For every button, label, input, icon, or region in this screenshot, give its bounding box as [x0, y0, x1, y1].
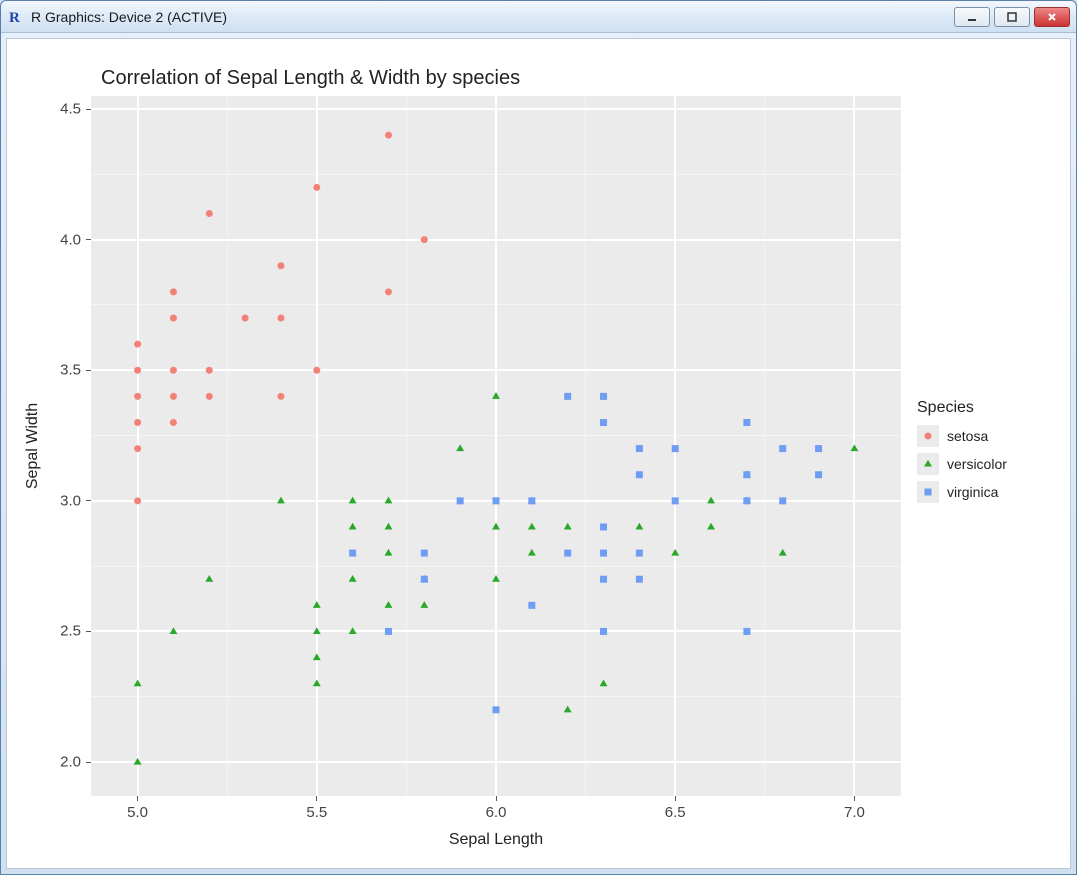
y-tick-label: 4.5: [60, 101, 81, 118]
maximize-button[interactable]: [994, 7, 1030, 27]
x-tick-label: 6.0: [486, 804, 507, 821]
chart-title: Correlation of Sepal Length & Width by s…: [101, 67, 520, 90]
legend-item-versicolor: versicolor: [917, 453, 1007, 475]
y-tick-label: 4.0: [60, 231, 81, 248]
legend-item-virginica: virginica: [917, 481, 1007, 503]
legend-label: virginica: [947, 484, 998, 500]
y-tick-label: 3.5: [60, 362, 81, 379]
y-tick-mark: [86, 109, 91, 110]
y-tick-label: 2.5: [60, 623, 81, 640]
legend-key-setosa: [917, 425, 939, 447]
y-tick-label: 2.0: [60, 754, 81, 771]
titlebar[interactable]: R R Graphics: Device 2 (ACTIVE): [1, 1, 1076, 33]
legend: Species setosa versicolor virginica: [917, 399, 1007, 509]
legend-key-virginica: [917, 481, 939, 503]
y-tick-mark: [86, 239, 91, 240]
legend-title: Species: [917, 399, 1007, 417]
legend-label: versicolor: [947, 456, 1007, 472]
minimize-button[interactable]: [954, 7, 990, 27]
x-tick-mark: [675, 796, 676, 801]
legend-label: setosa: [947, 428, 988, 444]
x-tick-label: 5.5: [306, 804, 327, 821]
close-button[interactable]: [1034, 7, 1070, 27]
y-tick-label: 3.0: [60, 492, 81, 509]
window-controls: [954, 7, 1070, 27]
y-axis-label: Sepal Width: [24, 403, 42, 489]
window-frame: R R Graphics: Device 2 (ACTIVE) Correlat…: [0, 0, 1077, 875]
y-tick-mark: [86, 631, 91, 632]
x-tick-mark: [854, 796, 855, 801]
x-tick-mark: [137, 796, 138, 801]
legend-item-setosa: setosa: [917, 425, 1007, 447]
app-icon: R: [7, 8, 25, 26]
y-tick-mark: [86, 762, 91, 763]
y-tick-mark: [86, 500, 91, 501]
plot-area: Correlation of Sepal Length & Width by s…: [6, 38, 1071, 869]
window-title: R Graphics: Device 2 (ACTIVE): [31, 9, 954, 25]
y-tick-mark: [86, 370, 91, 371]
x-tick-mark: [316, 796, 317, 801]
x-tick-label: 5.0: [127, 804, 148, 821]
svg-text:R: R: [9, 10, 20, 26]
x-tick-label: 7.0: [844, 804, 865, 821]
x-tick-label: 6.5: [665, 804, 686, 821]
legend-key-versicolor: [917, 453, 939, 475]
x-axis-label: Sepal Length: [449, 831, 543, 849]
x-tick-mark: [496, 796, 497, 801]
